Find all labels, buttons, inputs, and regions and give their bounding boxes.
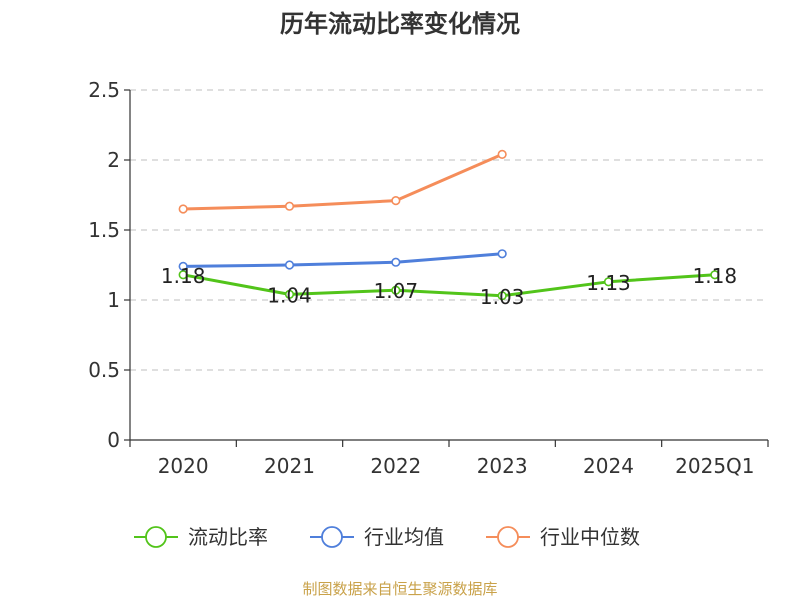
x-tick-label: 2020 bbox=[158, 454, 209, 478]
legend-marker bbox=[497, 526, 519, 548]
x-tick-label: 2023 bbox=[477, 454, 528, 478]
y-tick-label: 1 bbox=[107, 288, 120, 312]
data-point bbox=[603, 277, 614, 287]
legend-marker bbox=[321, 526, 343, 548]
legend-label: 流动比率 bbox=[188, 525, 268, 549]
legend-label: 行业均值 bbox=[364, 525, 444, 549]
data-point bbox=[284, 289, 295, 300]
y-tick-label: 0.5 bbox=[88, 358, 120, 382]
data-label: 1.03 bbox=[480, 285, 525, 309]
data-point bbox=[178, 204, 188, 214]
data-point bbox=[178, 270, 188, 280]
series-line-0 bbox=[182, 273, 715, 298]
data-label: 1.18 bbox=[693, 264, 738, 288]
series-layer bbox=[178, 149, 720, 301]
legend-item-0[interactable]: 流动比率 bbox=[134, 525, 268, 549]
data-point bbox=[497, 249, 507, 259]
data-label: 1.04 bbox=[267, 283, 312, 307]
legend-label: 行业中位数 bbox=[540, 525, 640, 549]
legend-item-2[interactable]: 行业中位数 bbox=[486, 525, 640, 549]
data-label: 1.07 bbox=[374, 279, 419, 303]
axes: 0 0.5 1 1.5 2 2.5 2020 2021 2022 2023 2024 2025Q1 bbox=[88, 78, 769, 478]
x-tick-label: 2025Q1 bbox=[675, 454, 754, 478]
data-point bbox=[391, 196, 401, 206]
source-note: 制图数据来自恒生聚源数据库 bbox=[302, 580, 498, 598]
x-tick-label: 2022 bbox=[370, 454, 421, 478]
data-labels: 1.18 1.04 1.07 1.03 1.13 1.18 bbox=[161, 264, 737, 309]
data-point bbox=[284, 260, 295, 270]
x-tick-label: 2024 bbox=[583, 454, 634, 478]
data-point bbox=[710, 270, 720, 280]
y-tick-label: 2 bbox=[107, 148, 120, 172]
data-point bbox=[391, 285, 401, 295]
y-tick-label: 2.5 bbox=[88, 78, 120, 102]
data-point bbox=[497, 149, 507, 159]
grid-lines bbox=[130, 89, 768, 371]
legend-item-1[interactable]: 行业均值 bbox=[310, 525, 444, 549]
y-tick-label: 0 bbox=[107, 428, 120, 452]
data-label: 1.13 bbox=[586, 271, 631, 295]
data-point bbox=[497, 291, 507, 301]
chart-title: 历年流动比率变化情况 bbox=[280, 10, 520, 38]
y-tick-label: 1.5 bbox=[88, 218, 120, 242]
series-line-1 bbox=[183, 252, 503, 268]
series-line-2 bbox=[183, 153, 503, 211]
x-tick-label: 2021 bbox=[264, 454, 315, 478]
data-point bbox=[391, 257, 401, 267]
data-label: 1.18 bbox=[161, 264, 206, 288]
legend[interactable]: 流动比率 行业均值 行业中位数 bbox=[134, 525, 640, 549]
legend-marker bbox=[145, 526, 167, 548]
data-point bbox=[284, 201, 295, 211]
